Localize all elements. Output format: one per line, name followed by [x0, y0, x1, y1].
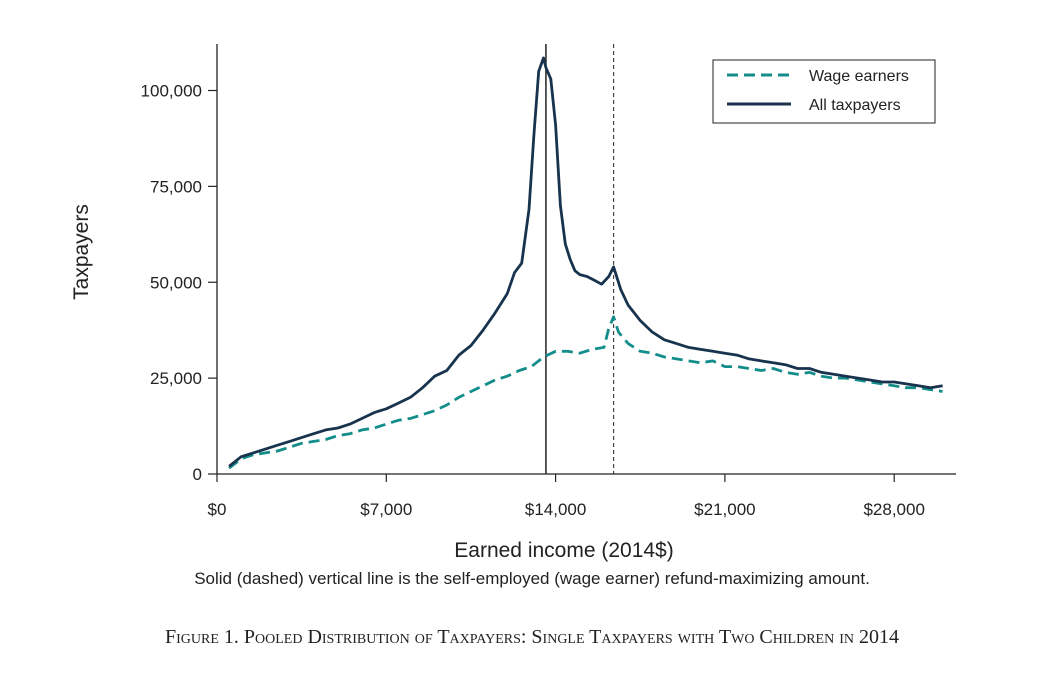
x-tick-label: $7,000: [360, 500, 412, 519]
x-tick-label: $21,000: [694, 500, 755, 519]
y-axis-title: Taxpayers: [70, 204, 93, 300]
y-tick-label: 75,000: [150, 177, 202, 196]
legend-label-all-taxpayers: All taxpayers: [809, 97, 901, 114]
x-tick-label: $0: [208, 500, 227, 519]
y-tick-label: 25,000: [150, 369, 202, 388]
x-tick-label: $28,000: [863, 500, 924, 519]
legend-box: [712, 59, 936, 124]
legend: Wage earners All taxpayers: [712, 59, 936, 124]
y-tick-label: 100,000: [141, 82, 202, 101]
series-line-all-taxpayers: [228, 56, 943, 468]
y-tick-label: 50,000: [150, 273, 202, 292]
x-tick-label: $14,000: [525, 500, 586, 519]
chart-note: Solid (dashed) vertical line is the self…: [194, 569, 870, 588]
figure-caption: Figure 1. Pooled Distribution of Taxpaye…: [165, 626, 899, 648]
axes: 0 25,000 50,000 75,000 100,000 $0 $7,000 $14,00…: [141, 44, 956, 519]
legend-label-wage-earners: Wage earners: [809, 68, 909, 85]
x-axis-title: Earned income (2014$): [454, 539, 673, 562]
y-tick-label: 0: [193, 465, 202, 484]
plot-area: [228, 44, 943, 474]
series-line-wage-earners: [228, 315, 943, 470]
